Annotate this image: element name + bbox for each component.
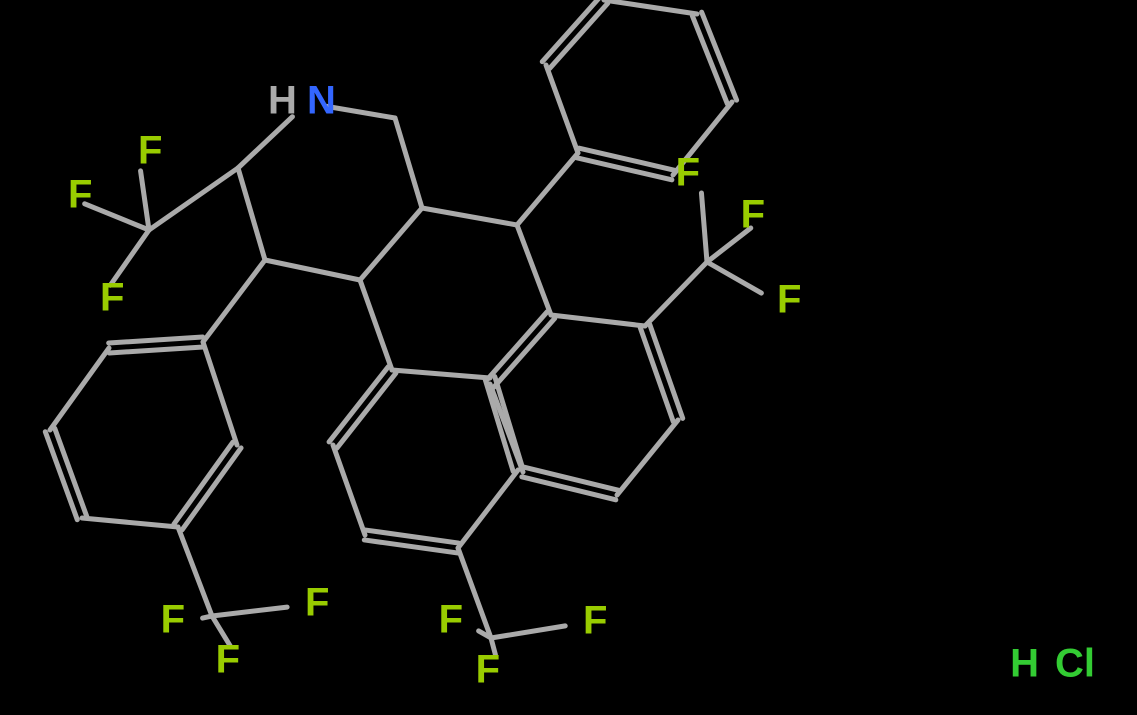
f-atom-label: F: [676, 151, 700, 195]
f-atom-label: F: [161, 598, 185, 642]
f-atom-label: F: [583, 599, 607, 643]
f-atom-label: F: [138, 129, 162, 173]
f-atom-label: F: [476, 648, 500, 692]
h-atom-label: H: [268, 79, 297, 123]
f-atom-label: F: [100, 276, 124, 320]
atoms-layer: NHFFFFFFFFFFFFClH: [68, 79, 1095, 692]
h-atom-label: H: [1010, 642, 1039, 686]
f-atom-label: F: [305, 581, 329, 625]
f-atom-label: F: [741, 193, 765, 237]
f-atom-label: F: [216, 638, 240, 682]
f-atom-label: F: [439, 598, 463, 642]
f-atom-label: F: [777, 278, 801, 322]
cl-atom-label: Cl: [1055, 642, 1095, 686]
f-atom-label: F: [68, 173, 92, 217]
molecule-diagram: NHFFFFFFFFFFFFClH: [0, 0, 1137, 715]
bonds-layer: [45, 0, 761, 655]
n-atom-label: N: [307, 79, 336, 123]
